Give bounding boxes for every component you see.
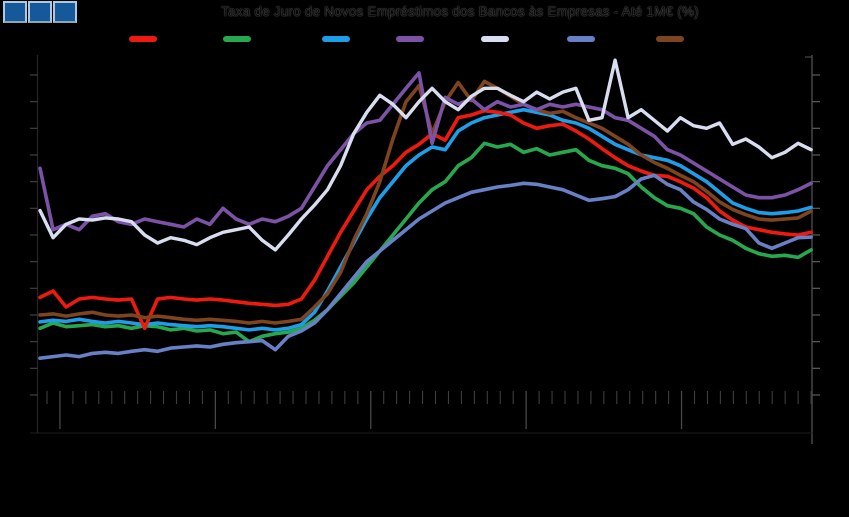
series-line-green bbox=[38, 141, 813, 344]
logo-square-icon bbox=[53, 1, 77, 23]
series-line-red bbox=[38, 108, 813, 331]
chart-title: Taxa de Juro de Novos Empréstimos dos Ba… bbox=[221, 4, 699, 19]
legend-swatch-purple bbox=[396, 36, 424, 42]
series-line-steel bbox=[38, 173, 813, 361]
legend-swatch-brown bbox=[656, 36, 684, 42]
series-line-purple bbox=[38, 71, 813, 232]
legend-swatch-green bbox=[223, 36, 251, 42]
logo-square-icon bbox=[3, 1, 27, 23]
legend-swatch-steel bbox=[567, 36, 595, 42]
series-line-cyan bbox=[38, 107, 813, 332]
legend-swatch-cyan bbox=[322, 36, 350, 42]
series-line-lavender bbox=[38, 58, 813, 252]
legend-swatch-red bbox=[129, 36, 157, 42]
logo-square-icon bbox=[28, 1, 52, 23]
legend-swatch-lavender bbox=[481, 36, 509, 42]
